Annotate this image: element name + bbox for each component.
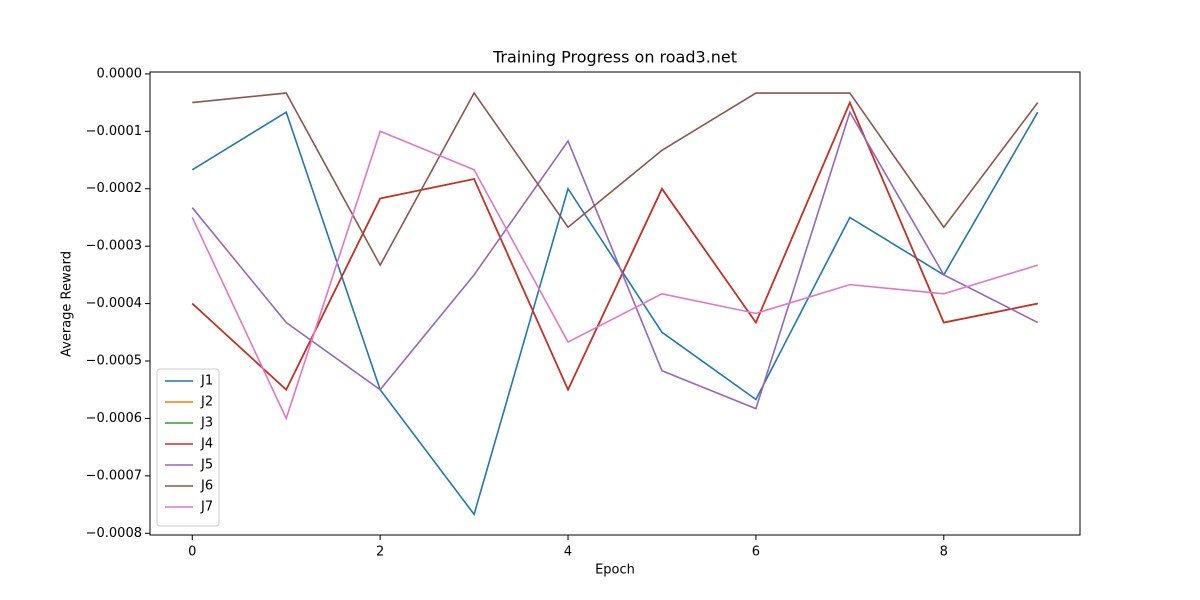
y-tick-label: −0.0005 [86, 354, 142, 369]
y-tick-label: −0.0006 [86, 411, 142, 426]
y-tick-label: −0.0007 [86, 468, 142, 483]
x-tick-label: 2 [376, 545, 384, 560]
line-series [191, 110, 1039, 410]
legend-label: J6 [200, 479, 213, 494]
y-tick-label: −0.0003 [86, 239, 142, 254]
legend-label: J1 [200, 374, 213, 389]
line-series [191, 100, 1038, 392]
y-tick-label: −0.0004 [86, 296, 142, 311]
legend-label: J3 [200, 416, 213, 431]
y-tick-label: −0.0001 [86, 124, 142, 139]
y-axis-label: Average Reward [60, 251, 75, 357]
legend-label: J4 [200, 437, 213, 452]
plot-frame [149, 71, 1081, 536]
line-series [191, 110, 1039, 517]
x-tick-label: 8 [940, 545, 948, 560]
legend-label: J7 [200, 500, 213, 515]
y-tick-label: −0.0008 [86, 526, 142, 541]
chart-title: Training Progress on road3.net [492, 48, 737, 67]
x-tick-label: 0 [188, 545, 196, 560]
x-tick-label: 6 [752, 545, 760, 560]
x-axis-label: Epoch [595, 563, 635, 578]
y-tick-label: 0.0000 [97, 66, 143, 81]
x-tick-label: 4 [564, 545, 572, 560]
legend-label: J2 [200, 395, 213, 410]
legend-label: J5 [200, 458, 213, 473]
line-series [191, 130, 1038, 421]
line-series [192, 91, 1039, 267]
y-tick-label: −0.0002 [86, 181, 142, 196]
